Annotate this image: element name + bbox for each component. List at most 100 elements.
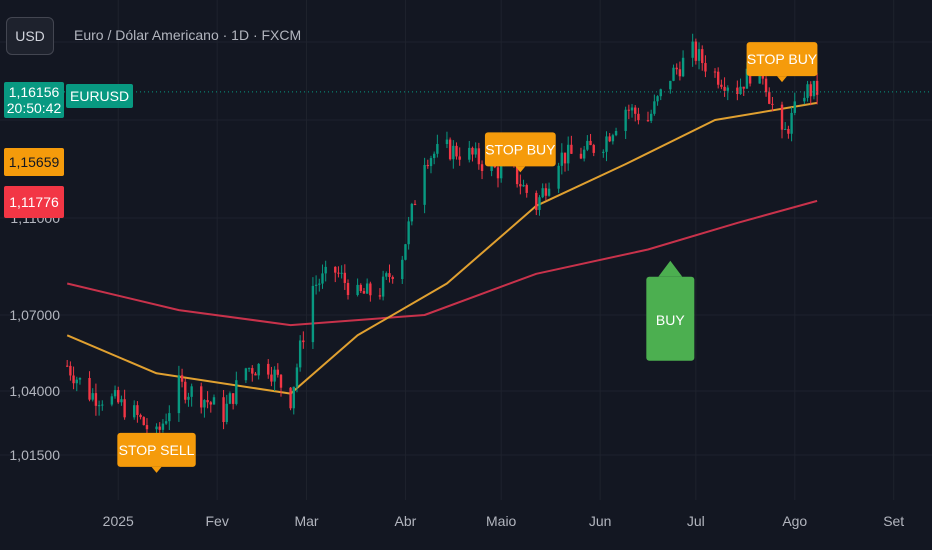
candle-body — [120, 399, 123, 403]
candle-body — [522, 185, 525, 187]
candle-body — [541, 188, 544, 198]
candle-body — [94, 393, 98, 406]
candle-body — [812, 80, 816, 97]
candle-body — [279, 374, 283, 388]
candle-body — [69, 365, 72, 376]
candle-body — [452, 145, 455, 160]
candle-body — [356, 284, 359, 295]
candle-body — [209, 402, 212, 405]
candle-body — [404, 244, 407, 260]
candle-body — [490, 163, 493, 171]
candle-body — [161, 423, 165, 430]
candle-body — [525, 185, 528, 193]
candle-body — [627, 109, 631, 111]
candle-body — [391, 276, 394, 280]
candle-body — [88, 378, 91, 400]
candle-body — [429, 158, 433, 167]
candle-body — [136, 405, 139, 415]
candle-body — [362, 291, 366, 294]
stop-signal-pointer — [515, 166, 526, 173]
candle-body — [273, 369, 276, 382]
candle-body — [321, 273, 324, 284]
candle-body — [445, 139, 449, 145]
sma-line — [66, 199, 818, 327]
candle-body — [212, 397, 216, 405]
candle-body — [745, 68, 749, 89]
candle-body — [292, 386, 295, 409]
candle-body — [276, 369, 280, 375]
candle-body — [228, 393, 232, 404]
candle-body — [101, 404, 104, 406]
candle-body — [570, 144, 573, 154]
candle-body — [401, 259, 404, 280]
candle-body — [164, 421, 168, 424]
candle-body — [586, 140, 589, 150]
buy-signal-arrow — [658, 260, 683, 277]
candle-body — [314, 284, 318, 286]
candle-body — [381, 276, 385, 297]
buy-signal-box — [646, 276, 695, 361]
candle-body — [806, 84, 809, 98]
candle-body — [235, 380, 238, 404]
candle-body — [257, 363, 260, 376]
candle-body — [302, 340, 305, 343]
candle-body — [244, 368, 248, 381]
candle-body — [701, 49, 704, 64]
symbol-button[interactable]: USD — [6, 17, 54, 55]
candle-body — [177, 375, 181, 414]
candle-body — [65, 365, 69, 367]
candle-body — [694, 41, 698, 61]
candle-body — [267, 363, 270, 375]
candle-body — [742, 86, 745, 89]
candle-body — [311, 285, 315, 343]
candle-body — [557, 165, 560, 189]
candle-body — [630, 107, 634, 111]
x-tick-label: Mar — [294, 513, 318, 529]
stop-signal-pointer — [151, 466, 162, 473]
candle-body — [168, 413, 171, 422]
candle-body — [809, 84, 812, 97]
candle-body — [656, 96, 659, 102]
candle-body — [203, 400, 206, 408]
candle-body — [458, 156, 461, 160]
y-tick-label: 1,01500 — [9, 447, 60, 463]
candle-body — [787, 128, 790, 134]
candle-body — [184, 381, 187, 400]
y-tick-label: 1,07000 — [9, 307, 60, 323]
candle-body — [113, 390, 117, 397]
x-tick-label: Ago — [782, 513, 807, 529]
candle-body — [567, 144, 570, 164]
candle-body — [736, 87, 739, 95]
candle-body — [298, 340, 302, 368]
candle-body — [110, 396, 114, 405]
candle-body — [608, 136, 611, 142]
candle-body — [793, 101, 796, 113]
candle-body — [270, 374, 273, 382]
candle-body — [659, 89, 662, 97]
stop-signal-box — [484, 132, 556, 167]
candle-body — [681, 57, 685, 77]
candle-body — [768, 92, 771, 104]
candle-body — [771, 103, 774, 105]
candle-body — [720, 84, 723, 87]
candle-body — [519, 184, 522, 187]
candle-body — [385, 273, 388, 277]
x-tick-label: Jul — [687, 513, 705, 529]
x-tick-label: Maio — [486, 513, 517, 529]
candle-body — [359, 284, 362, 292]
candle-body — [649, 113, 653, 121]
candle-body — [471, 147, 474, 155]
candle-body — [538, 197, 541, 210]
last-price-badge: 1,16156 20:50:42 — [4, 82, 64, 118]
candle-body — [378, 295, 382, 297]
candle-body — [413, 203, 417, 205]
candle-body — [142, 417, 145, 426]
candle-body — [515, 165, 519, 185]
stop-signal-box — [746, 42, 818, 77]
candle-body — [334, 266, 337, 273]
candle-body — [697, 49, 701, 61]
stop-signal-label: STOP BUY — [485, 141, 556, 157]
candle-body — [634, 107, 637, 114]
candle-body — [369, 283, 372, 296]
